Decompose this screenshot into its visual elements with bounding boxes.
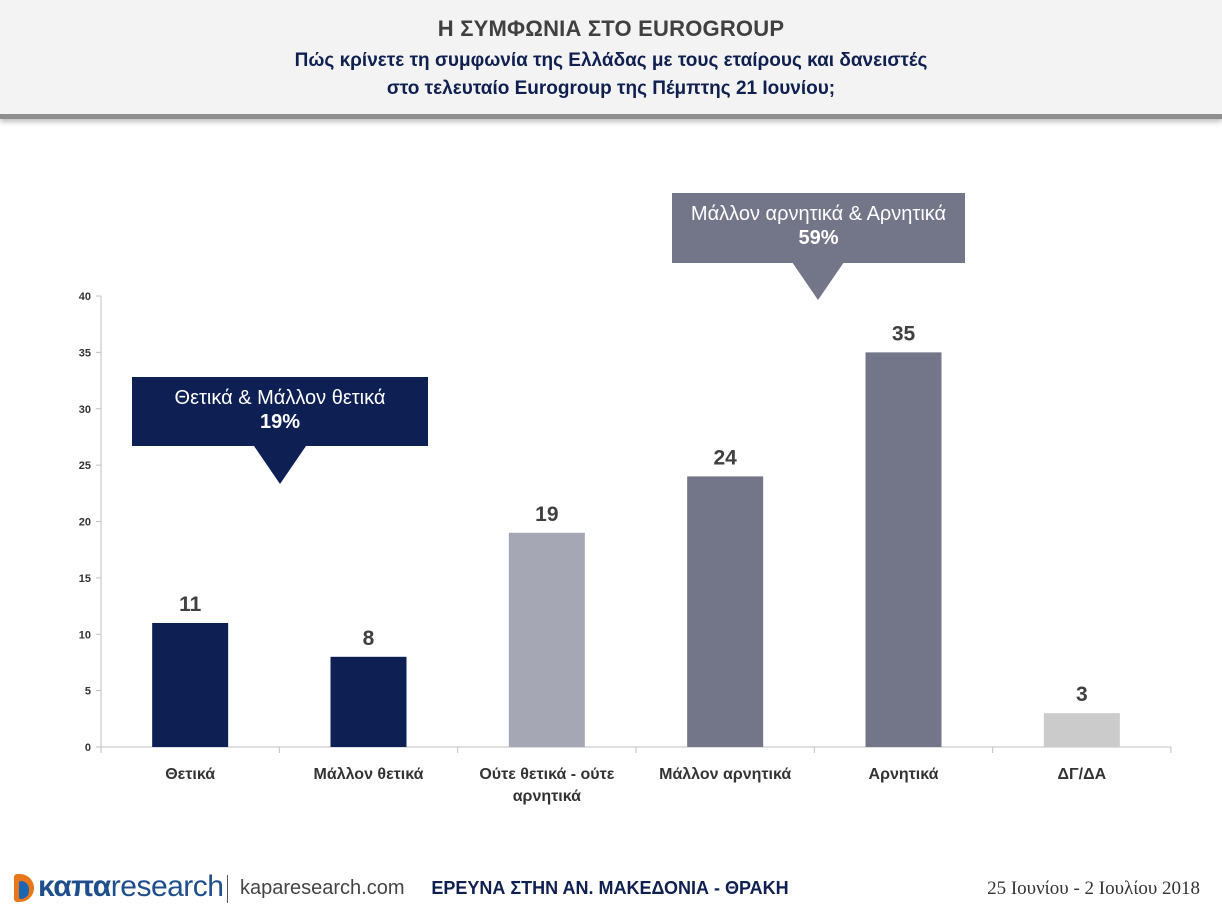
- y-tick-label: 30: [79, 404, 91, 416]
- logo-divider: [227, 875, 228, 903]
- bar: [687, 476, 764, 747]
- data-label: 11: [179, 593, 202, 616]
- survey-region: ΕΡΕΥΝΑ ΣΤΗΝ ΑΝ. ΜΑΚΕΔΟΝΙΑ - ΘΡΑΚΗ: [431, 878, 789, 898]
- bar: [508, 532, 585, 747]
- y-tick-label: 40: [79, 291, 91, 303]
- negative-summary-callout: Μάλλον αρνητικά & Αρνητικά 59%: [672, 193, 965, 263]
- down-arrow-icon: [792, 262, 844, 300]
- y-tick-label: 5: [85, 686, 91, 698]
- positive-summary-callout: Θετικά & Μάλλον θετικά 19%: [132, 377, 428, 446]
- positive-summary-label: Θετικά & Μάλλον θετικά: [174, 387, 386, 409]
- data-label: 24: [713, 446, 737, 469]
- category-label: αρνητικά: [513, 788, 581, 805]
- bar: [1043, 713, 1120, 747]
- y-tick-label: 35: [79, 347, 91, 359]
- header-banner: Η ΣΥΜΦΩΝΙΑ ΣΤΟ EUROGROUP Πώς κρίνετε τη …: [0, 0, 1222, 119]
- category-label: Ούτε θετικά - ούτε: [479, 766, 614, 783]
- data-label: 35: [892, 322, 916, 345]
- website-url: kaparesearch.com: [240, 877, 405, 899]
- negative-summary-value: 59%: [798, 227, 839, 249]
- category-label: Αρνητικά: [869, 766, 939, 783]
- positive-summary-value: 19%: [259, 411, 301, 433]
- category-label: Θετικά: [165, 766, 215, 783]
- y-tick-label: 20: [79, 517, 91, 529]
- category-label: Μάλλον θετικά: [314, 766, 424, 783]
- y-tick-label: 25: [79, 460, 91, 472]
- bar: [330, 656, 407, 747]
- question-line-2: στο τελευταίο Eurogroup της Πέμπτης 21 Ι…: [386, 78, 836, 99]
- y-tick-label: 15: [79, 573, 91, 585]
- negative-summary-label: Μάλλον αρνητικά & Αρνητικά: [690, 203, 947, 225]
- data-label: 19: [535, 503, 558, 526]
- kapa-logo-icon: [14, 874, 34, 902]
- y-tick-label: 10: [79, 629, 91, 641]
- bar: [865, 352, 942, 747]
- category-label: ΔΓ/ΔΑ: [1058, 766, 1107, 783]
- data-label: 8: [363, 627, 375, 650]
- survey-dates: 25 Ιουνίου - 2 Ιουλίου 2018: [987, 878, 1200, 899]
- category-label: Μάλλον αρνητικά: [659, 766, 791, 783]
- y-tick-label: 0: [85, 742, 91, 754]
- logo-wordmark: καπαresearch: [38, 870, 224, 903]
- data-label: 3: [1076, 683, 1088, 706]
- page-title: Η ΣΥΜΦΩΝΙΑ ΣΤΟ EUROGROUP: [437, 16, 785, 41]
- question-line-1: Πώς κρίνετε τη συμφωνία της Ελλάδας με τ…: [294, 50, 928, 71]
- down-arrow-icon: [254, 446, 306, 484]
- bar: [152, 622, 229, 747]
